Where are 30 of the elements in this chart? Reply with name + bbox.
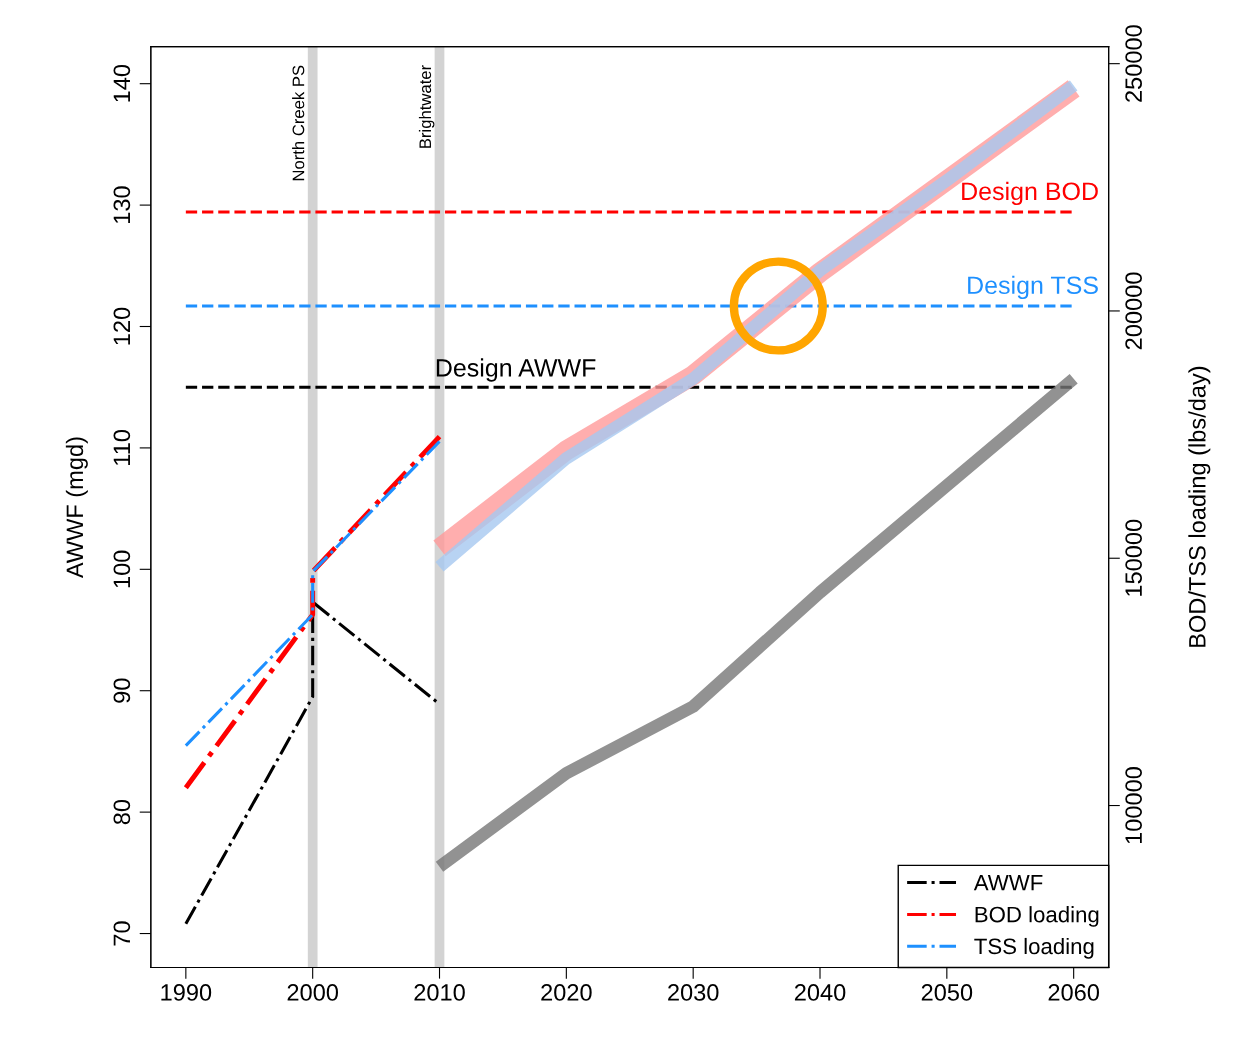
x-tick-label: 1990: [161, 984, 212, 1001]
legend-label: TSS loading: [974, 937, 1094, 959]
y2-axis-title: BOD/TSS loading (lbs/day): [1188, 366, 1211, 647]
ref-line-label: Design TSS: [968, 275, 1098, 300]
legend-label: BOD loading: [975, 906, 1099, 927]
y-tick-label: 110: [113, 430, 131, 465]
y2-tick-label: 100000: [1125, 767, 1142, 844]
ref-line-label: Design AWWF: [436, 358, 596, 382]
y-tick-label: 70: [113, 921, 131, 946]
y-tick-label: 80: [113, 799, 131, 825]
x-tick-label: 2020: [541, 984, 592, 1001]
x-tick-label: 2060: [1048, 984, 1100, 1001]
y-tick-label: 90: [113, 678, 131, 703]
x-tick-label: 2010: [414, 984, 465, 1001]
y-tick-label: 120: [113, 307, 131, 345]
x-tick-label: 2000: [287, 984, 339, 1001]
y-tick-label: 130: [113, 186, 131, 223]
legend-label: AWWF: [973, 875, 1043, 891]
ref-line-label: North Creek PS: [292, 65, 305, 181]
ref-line-label: Design BOD: [962, 181, 1098, 206]
x-tick-label: 2050: [921, 984, 973, 1001]
y-tick-label: 140: [113, 64, 131, 102]
y2-tick-label: 150000: [1125, 519, 1142, 596]
x-tick-label: 2030: [668, 984, 719, 1001]
y-tick-label: 100: [113, 550, 131, 588]
ref-line-label: Brightwater: [418, 65, 435, 148]
y2-tick-label: 200000: [1125, 272, 1142, 350]
x-tick-label: 2040: [794, 984, 846, 1001]
y2-tick-label: 250000: [1125, 25, 1142, 102]
y-axis-title: AWWF (mgd): [65, 437, 88, 579]
